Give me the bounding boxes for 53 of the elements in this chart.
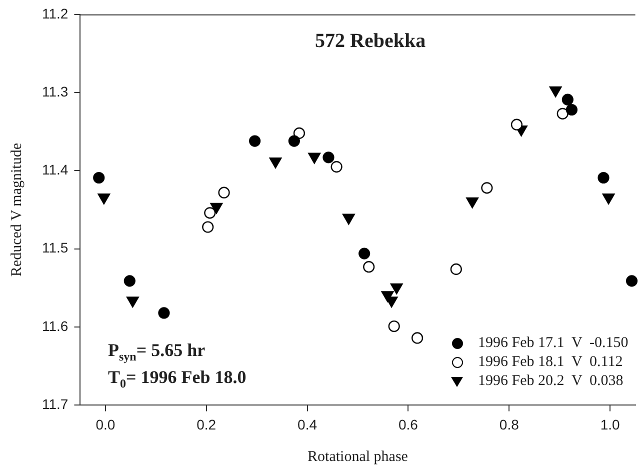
x-tick-label: 1.0 <box>600 416 620 432</box>
point <box>363 261 375 273</box>
point <box>288 135 300 147</box>
point <box>249 135 261 147</box>
point <box>481 182 493 194</box>
point <box>124 275 136 287</box>
y-tick-label: 11.6 <box>42 318 68 334</box>
x-axis-title: Rotational phase <box>308 448 408 465</box>
point <box>358 248 370 260</box>
legend-label: 1996 Feb 17.1 V -0.150 <box>478 335 628 352</box>
point <box>93 172 105 184</box>
point <box>322 152 334 164</box>
point <box>566 104 578 116</box>
y-axis-title: Reduced V magnitude <box>8 142 25 277</box>
point <box>342 214 355 225</box>
point <box>210 202 223 214</box>
point <box>466 197 479 208</box>
y-tick-label: 11.7 <box>42 396 68 412</box>
legend-label: 1996 Feb 18.1 V 0.112 <box>478 354 623 371</box>
point <box>626 275 638 287</box>
point <box>556 108 568 120</box>
point <box>218 186 230 198</box>
point <box>204 207 216 219</box>
point <box>510 118 523 130</box>
point <box>602 193 615 204</box>
point <box>388 320 400 332</box>
point <box>202 221 214 233</box>
point <box>269 157 282 168</box>
x-tick-label: 0.0 <box>96 416 116 432</box>
x-tick-label: 0.8 <box>499 416 520 432</box>
x-tick-label: 0.6 <box>398 416 418 432</box>
y-tick-label: 11.4 <box>42 162 68 178</box>
point <box>293 127 306 140</box>
point <box>549 86 562 98</box>
y-tick-label: 11.3 <box>42 83 68 100</box>
text: 572 Rebekka <box>315 30 426 53</box>
point <box>126 296 139 308</box>
point <box>450 263 462 275</box>
point <box>598 172 610 184</box>
x-tick-label: 0.4 <box>298 416 318 432</box>
annotation: P$_{syn}$= 5.65 hr <box>108 340 206 365</box>
point <box>412 332 424 344</box>
y-tick-label: 11.2 <box>42 5 68 22</box>
point <box>390 283 403 294</box>
legend-label: 1996 Feb 20.2 V 0.038 <box>478 373 624 390</box>
point <box>308 152 321 164</box>
point <box>158 307 170 319</box>
point <box>98 193 110 204</box>
point <box>330 161 342 173</box>
y-tick-label: 11.5 <box>42 240 68 256</box>
x-tick-label: 0.2 <box>196 416 216 432</box>
annotation: T$_{0}$= 1996 Feb 18.0 <box>108 367 246 392</box>
point <box>562 94 574 106</box>
